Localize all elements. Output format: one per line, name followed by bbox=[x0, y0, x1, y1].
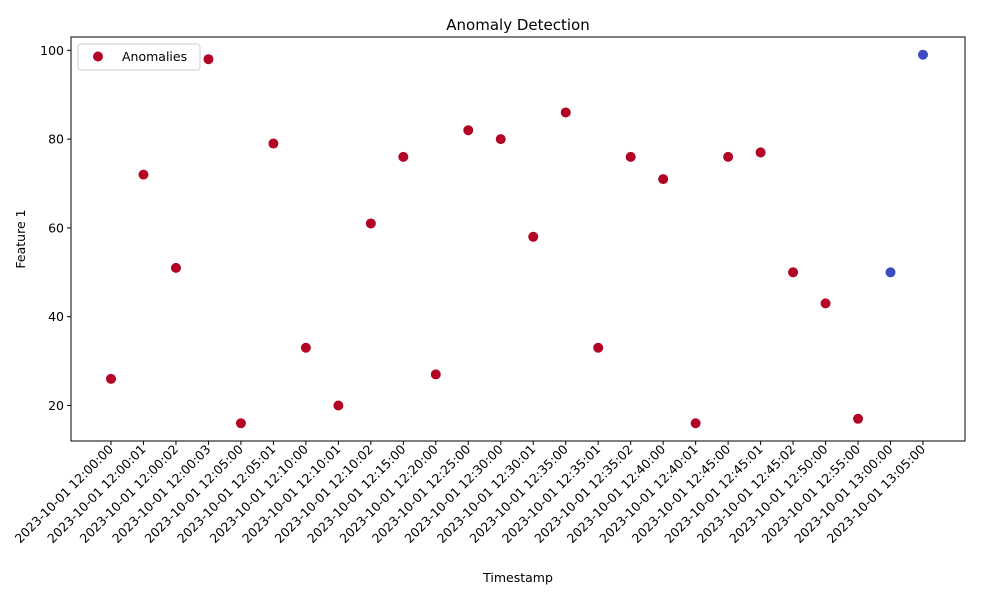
legend-label: Anomalies bbox=[122, 49, 187, 64]
normal-point bbox=[918, 49, 928, 60]
anomaly-point bbox=[333, 400, 344, 411]
anomaly-point bbox=[203, 54, 214, 65]
legend-marker bbox=[93, 51, 103, 62]
anomaly-point bbox=[593, 342, 604, 353]
normal-point bbox=[885, 267, 896, 278]
anomaly-point bbox=[398, 151, 409, 162]
anomaly-point bbox=[625, 151, 636, 162]
y-tick-label: 80 bbox=[48, 132, 64, 147]
anomaly-point bbox=[300, 342, 311, 353]
y-tick-label: 100 bbox=[40, 43, 64, 58]
legend: Anomalies bbox=[77, 43, 201, 71]
anomaly-point bbox=[495, 134, 506, 145]
x-axis-title: Timestamp bbox=[482, 570, 553, 585]
anomaly-point bbox=[853, 413, 864, 424]
anomaly-point bbox=[430, 369, 441, 380]
y-tick-label: 60 bbox=[48, 220, 64, 235]
anomaly-point bbox=[138, 169, 149, 180]
anomaly-point bbox=[235, 418, 246, 429]
plot-area-frame bbox=[70, 36, 966, 442]
anomaly-point bbox=[658, 174, 669, 185]
anomaly-point bbox=[723, 151, 734, 162]
anomaly-point bbox=[463, 125, 474, 136]
anomaly-point bbox=[106, 373, 116, 384]
legend-box bbox=[77, 43, 201, 71]
y-axis-title: Feature 1 bbox=[13, 209, 28, 268]
chart-title: Anomaly Detection bbox=[446, 16, 589, 34]
data-points bbox=[106, 49, 928, 429]
anomaly-point bbox=[365, 218, 376, 229]
y-tick-label: 20 bbox=[48, 398, 64, 413]
anomaly-point bbox=[268, 138, 279, 149]
anomaly-point bbox=[690, 418, 701, 429]
anomaly-point bbox=[755, 147, 766, 158]
y-tick-label: 40 bbox=[48, 309, 64, 324]
anomaly-point bbox=[788, 267, 799, 278]
anomaly-point bbox=[560, 107, 571, 118]
anomaly-point bbox=[820, 298, 831, 309]
anomaly-point bbox=[528, 231, 539, 242]
anomaly-point bbox=[170, 262, 181, 273]
